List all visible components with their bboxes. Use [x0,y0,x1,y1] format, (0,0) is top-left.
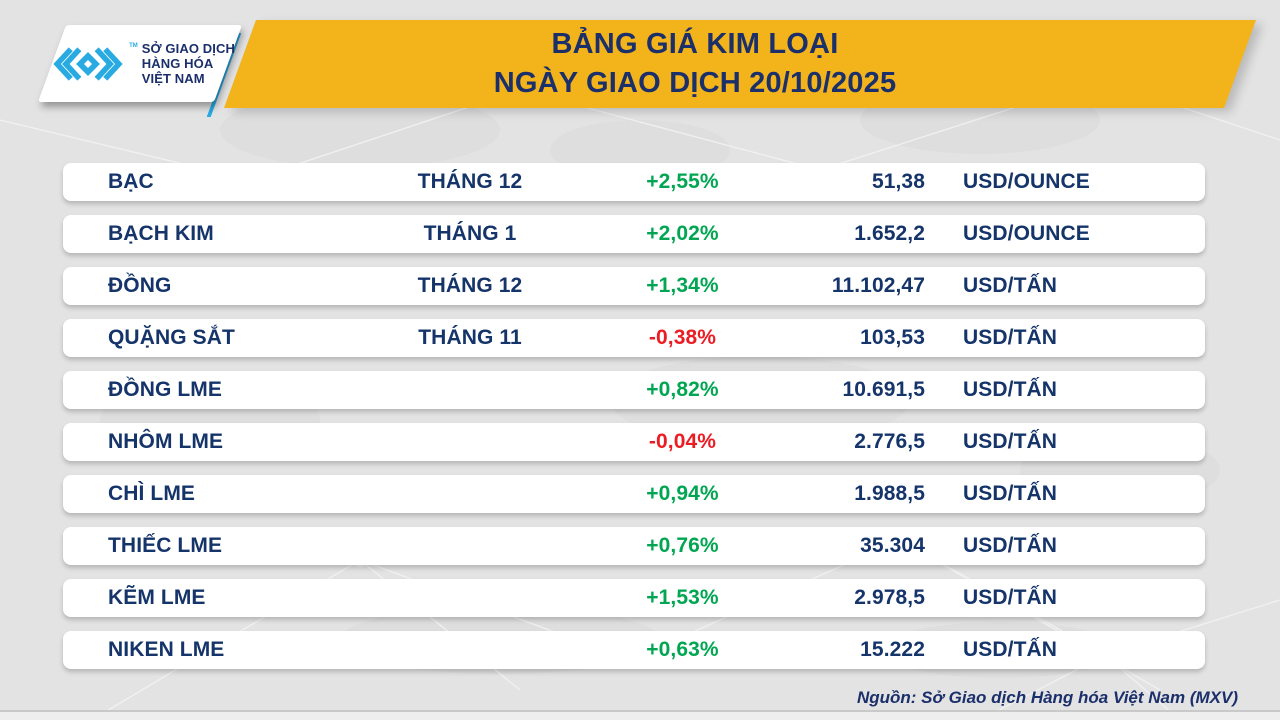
table-row: KẼM LME +1,53% 2.978,5 USD/TẤN [63,579,1205,617]
table-row: THIẾC LME +0,76% 35.304 USD/TẤN [63,527,1205,565]
page-title: BẢNG GIÁ KIM LOẠI [551,28,839,61]
price-unit: USD/TẤN [963,586,1058,609]
change-percent: +1,34% [646,274,719,297]
commodity-name: NHÔM LME [108,430,224,453]
commodity-name: CHÌ LME [108,482,196,505]
change-percent: -0,38% [648,326,717,349]
table-row: ĐỒNG LME +0,82% 10.691,5 USD/TẤN [63,371,1205,409]
commodity-name: KẼM LME [108,586,206,609]
change-percent: +0,76% [646,534,719,557]
price-unit: USD/TẤN [963,534,1058,557]
mxv-chevron-logo-icon [53,46,123,81]
price-value: 35.304 [860,534,925,557]
table-row: CHÌ LME +0,94% 1.988,5 USD/TẤN [63,475,1205,513]
table-row: NIKEN LME +0,63% 15.222 USD/TẤN [63,631,1205,669]
price-value: 103,53 [860,326,925,349]
title-banner: BẢNG GIÁ KIM LOẠI NGÀY GIAO DỊCH 20/10/2… [223,20,1257,108]
commodity-name: BẠC [108,170,154,193]
source-attribution: Nguồn: Sở Giao dịch Hàng hóa Việt Nam (M… [856,688,1238,707]
mxv-org-name: SỞ GIAO DỊCH HÀNG HÓA VIỆT NAM [141,40,235,87]
table-row: ĐỒNG THÁNG 12 +1,34% 11.102,47 USD/TẤN [63,267,1205,305]
price-unit: USD/TẤN [963,638,1058,661]
change-percent: +2,55% [646,170,719,193]
commodity-name: ĐỒNG LME [108,378,222,401]
mxv-logo-plate: TM SỞ GIAO DỊCH HÀNG HÓA VIỆT NAM [37,25,243,102]
table-row: NHÔM LME -0,04% 2.776,5 USD/TẤN [63,423,1205,461]
contract-month: THÁNG 12 [417,274,523,297]
price-value: 51,38 [871,170,925,193]
bottom-strip [0,712,1280,720]
page-subtitle-trade-date: NGÀY GIAO DỊCH 20/10/2025 [493,67,897,99]
change-percent: +0,63% [646,638,719,661]
price-value: 2.978,5 [854,586,925,609]
price-value: 15.222 [860,638,925,661]
commodity-name: ĐỒNG [108,274,172,297]
contract-month: THÁNG 1 [423,222,517,245]
trademark-symbol: TM [129,43,138,49]
price-unit: USD/TẤN [963,430,1058,453]
commodity-name: QUẶNG SẮT [108,326,235,349]
price-unit: USD/TẤN [963,378,1058,401]
change-percent: +1,53% [646,586,719,609]
table-row: BẠC THÁNG 12 +2,55% 51,38 USD/OUNCE [63,163,1205,201]
price-unit: USD/TẤN [963,482,1058,505]
price-unit: USD/TẤN [963,326,1058,349]
change-percent: +2,02% [646,222,719,245]
commodity-name: THIẾC LME [108,534,223,557]
price-table: BẠC THÁNG 12 +2,55% 51,38 USD/OUNCE BẠCH… [63,163,1205,683]
price-unit: USD/OUNCE [963,170,1090,193]
price-unit: USD/OUNCE [963,222,1090,245]
change-percent: +0,82% [646,378,719,401]
price-value: 11.102,47 [831,274,925,297]
commodity-name: NIKEN LME [108,638,225,661]
change-percent: -0,04% [648,430,717,453]
table-row: QUẶNG SẮT THÁNG 11 -0,38% 103,53 USD/TẤN [63,319,1205,357]
contract-month: THÁNG 12 [417,170,523,193]
table-row: BẠCH KIM THÁNG 1 +2,02% 1.652,2 USD/OUNC… [63,215,1205,253]
commodity-name: BẠCH KIM [108,222,214,245]
contract-month: THÁNG 11 [418,326,522,349]
price-value: 2.776,5 [854,430,925,453]
price-value: 1.652,2 [854,222,925,245]
price-value: 10.691,5 [842,378,925,401]
price-unit: USD/TẤN [963,274,1058,297]
change-percent: +0,94% [646,482,719,505]
bottom-divider-line [0,710,1280,712]
price-value: 1.988,5 [854,482,925,505]
